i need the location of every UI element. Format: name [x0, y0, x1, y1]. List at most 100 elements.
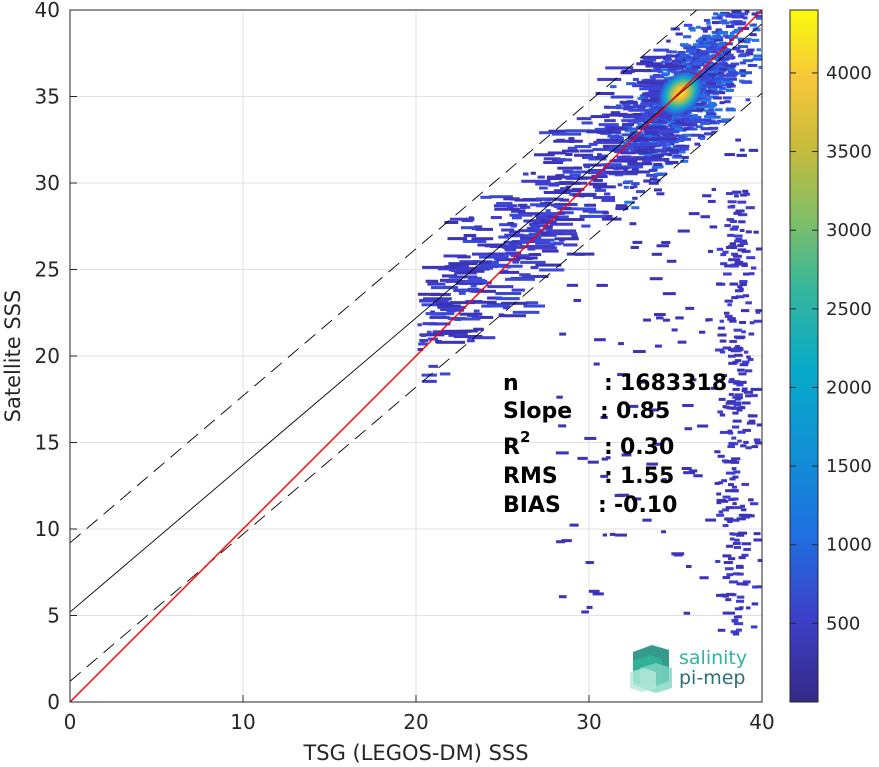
density-cell: [718, 64, 728, 68]
density-cell: [614, 533, 627, 537]
density-cell: [721, 19, 728, 23]
density-cell: [644, 127, 674, 131]
density-cell: [685, 565, 692, 569]
density-cell: [728, 380, 737, 384]
density-cell: [731, 485, 738, 489]
density-cell: [615, 204, 628, 208]
density-cell: [708, 126, 719, 130]
density-cell: [642, 57, 652, 61]
density-cell: [542, 227, 553, 231]
density-cell: [713, 50, 719, 54]
density-cell: [586, 130, 614, 134]
density-cell: [624, 180, 633, 184]
density-cell: [623, 107, 634, 111]
density-cell: [725, 245, 733, 249]
density-cell: [713, 96, 722, 100]
density-cell: [554, 217, 585, 222]
density-cell: [754, 441, 762, 445]
density-cell: [720, 253, 727, 257]
density-cell: [511, 288, 525, 292]
density-cell: [632, 84, 658, 88]
density-cell: [544, 201, 552, 205]
density-cell: [631, 182, 640, 186]
density-cell: [471, 315, 494, 319]
density-cell: [543, 190, 571, 194]
density-cell: [640, 60, 654, 64]
density-cell: [479, 255, 509, 259]
density-cell: [739, 241, 748, 245]
density-cell: [579, 214, 608, 218]
density-cell: [732, 395, 742, 399]
density-cell: [510, 209, 526, 213]
density-cell: [741, 21, 747, 25]
density-cell: [617, 135, 623, 139]
density-cell: [568, 137, 575, 141]
density-cell: [725, 506, 735, 510]
density-cell: [727, 73, 738, 77]
density-cell: [693, 61, 703, 65]
density-cell: [650, 58, 657, 62]
density-cell: [709, 71, 718, 75]
y-tick-label: 30: [35, 171, 60, 195]
density-cell: [453, 288, 467, 292]
density-cell: [683, 144, 690, 148]
density-cell: [604, 119, 616, 123]
density-cell: [501, 228, 515, 232]
density-cell: [617, 373, 628, 377]
density-cell: [677, 147, 684, 151]
density-cell: [731, 252, 739, 256]
density-cell: [648, 181, 659, 185]
density-cell: [597, 77, 622, 81]
density-cell: [569, 523, 579, 527]
density-cell: [674, 115, 679, 119]
density-cell: [691, 65, 700, 69]
density-cell: [643, 85, 655, 89]
density-cell: [693, 474, 703, 478]
density-cell: [735, 138, 742, 142]
density-cell: [645, 104, 651, 108]
density-cell: [737, 531, 748, 535]
density-cell: [604, 145, 633, 149]
density-cell: [733, 381, 742, 385]
density-cell: [731, 191, 738, 195]
density-cell: [678, 150, 686, 154]
density-cell: [731, 246, 737, 250]
density-cell: [451, 268, 465, 273]
density-cell: [736, 628, 742, 632]
density-cell: [724, 517, 734, 521]
density-cell: [716, 501, 722, 505]
density-cell: [745, 446, 752, 450]
density-cell: [555, 181, 581, 185]
density-cell: [700, 215, 710, 219]
density-cell: [708, 69, 715, 73]
density-cell: [440, 308, 451, 312]
density-cell: [419, 298, 449, 302]
density-cell: [753, 538, 762, 542]
density-cell: [544, 225, 553, 229]
density-cell: [425, 312, 455, 316]
density-cell: [751, 602, 759, 606]
density-cell: [726, 406, 736, 410]
density-cell: [671, 70, 681, 74]
density-cell: [654, 313, 666, 317]
density-cell: [755, 310, 761, 314]
density-cell: [458, 291, 466, 295]
density-cell: [622, 115, 643, 119]
density-cell: [427, 282, 446, 286]
density-cell: [715, 348, 724, 352]
density-cell: [565, 185, 571, 189]
density-cell: [417, 292, 441, 296]
density-cell: [421, 333, 426, 337]
density-cell: [581, 610, 589, 614]
x-tick-label: 20: [403, 710, 428, 734]
density-cell: [727, 205, 736, 209]
density-cell: [675, 144, 685, 148]
density-cell: [727, 483, 734, 487]
density-cell: [741, 508, 747, 512]
density-cell: [512, 310, 540, 314]
density-cell: [593, 196, 616, 200]
density-cell: [499, 314, 527, 318]
stat-n-label: n: [503, 371, 519, 396]
density-cell: [561, 149, 580, 153]
density-cell: [556, 540, 566, 544]
